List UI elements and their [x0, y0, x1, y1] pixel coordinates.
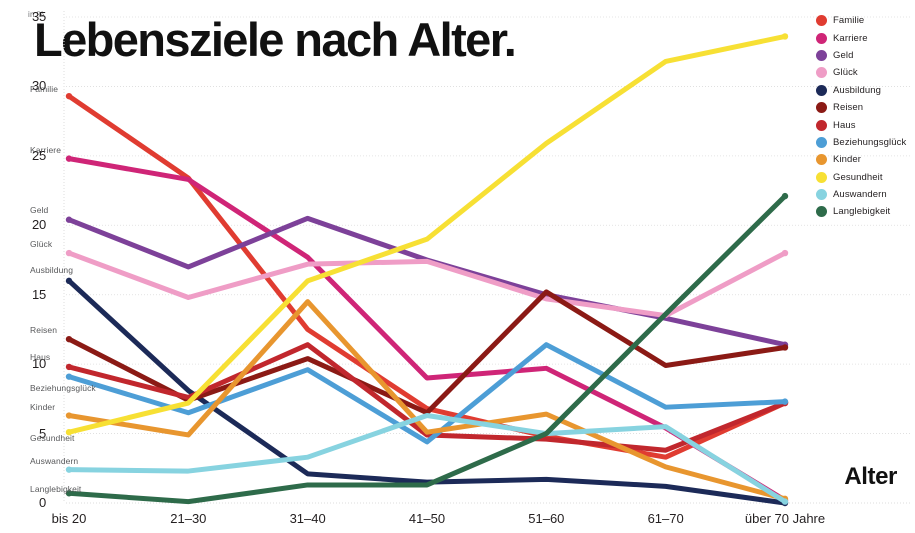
legend-item-label: Auswandern	[833, 189, 887, 201]
series-line	[66, 342, 788, 445]
legend-item[interactable]: Karriere	[816, 29, 915, 46]
series-endpoint-dot	[65, 428, 73, 436]
series-endpoint-dot	[65, 363, 73, 371]
legend-item-label: Kinder	[833, 154, 862, 166]
y-axis-tick: 20	[31, 217, 46, 233]
x-axis-tick: 61–70	[647, 511, 684, 526]
legend-item[interactable]: Langlebigkeit	[816, 203, 915, 220]
x-axis-tick: bis 20	[51, 511, 87, 526]
legend-item-label: Karriere	[833, 32, 868, 44]
series-layer	[65, 33, 789, 507]
series-endpoint-dot	[65, 92, 73, 100]
series-endpoint-dot	[65, 373, 73, 380]
legend-color-dot-icon	[816, 102, 827, 114]
series-endpoint-dot	[65, 412, 73, 419]
legend-color-dot-icon	[816, 189, 827, 201]
legend-item[interactable]: Beziehungsglück	[816, 134, 915, 151]
legend-item-label: Reisen	[833, 102, 864, 114]
series-label: Reisen	[30, 325, 58, 335]
legend-item-label: Langlebigkeit	[833, 206, 891, 218]
x-axis-tick: 31–40	[289, 511, 326, 526]
series-line	[66, 193, 788, 505]
legend-item-label: Familie	[833, 15, 865, 27]
legend-color-dot-icon	[816, 206, 827, 218]
series-endpoint-dot	[781, 249, 789, 257]
legend-item[interactable]: Gesundheit	[816, 169, 915, 186]
x-axis-title: Alter	[844, 463, 897, 490]
series-line	[66, 299, 788, 502]
series-label: Gesundheit	[30, 433, 75, 443]
series-endpoint-dot	[65, 466, 73, 473]
legend-item[interactable]: Geld	[816, 47, 915, 64]
legend-item-label: Glück	[833, 67, 858, 79]
series-line	[66, 93, 788, 460]
series-endpoint-dot	[65, 490, 73, 497]
chart-legend: Familie Karriere Geld Glück Ausbildung Reisen…	[816, 12, 915, 221]
series-label: Glück	[30, 239, 53, 249]
y-axis-tick: 5	[38, 425, 46, 441]
legend-item[interactable]: Ausbildung	[816, 82, 915, 99]
legend-item[interactable]: Glück	[816, 64, 915, 81]
legend-item[interactable]: Auswandern	[816, 186, 915, 203]
legend-color-dot-icon	[816, 32, 827, 44]
legend-item-label: Ausbildung	[833, 84, 882, 96]
page-title: Lebensziele nach Alter.	[34, 13, 517, 66]
y-axis-unit-label: in %	[28, 10, 45, 19]
x-axis-tick: 21–30	[170, 511, 207, 526]
legend-color-dot-icon	[816, 15, 827, 27]
x-axis-tick: 41–50	[408, 511, 446, 526]
legend-item-label: Haus	[833, 119, 856, 131]
axis-gridlines	[63, 11, 911, 504]
series-label: Haus	[30, 352, 51, 362]
legend-color-dot-icon	[816, 119, 827, 131]
series-endpoint-dot	[65, 249, 73, 257]
series-label: Karriere	[30, 145, 62, 155]
series-label: Langlebigkeit	[30, 484, 82, 494]
series-endpoint-dot	[65, 335, 73, 343]
series-endpoint-dot	[65, 216, 73, 223]
series-label: Familie	[30, 84, 59, 94]
series-endpoint-dot	[65, 277, 73, 285]
x-axis-tick: über 70 Jahre	[744, 511, 826, 526]
series-endpoint-dot	[781, 398, 789, 405]
series-line	[66, 278, 788, 506]
series-endpoint-dot	[781, 192, 789, 200]
legend-color-dot-icon	[816, 84, 827, 96]
series-endpoint-dot	[781, 344, 789, 351]
series-label: Geld	[30, 205, 49, 215]
legend-color-dot-icon	[816, 67, 827, 79]
legend-item[interactable]: Reisen	[816, 99, 915, 116]
series-line	[66, 33, 788, 435]
series-label: Kinder	[30, 402, 56, 412]
legend-item[interactable]: Haus	[816, 116, 915, 133]
legend-item[interactable]: Kinder	[816, 151, 915, 168]
series-label: Ausbildung	[30, 265, 74, 275]
y-axis-tick: 0	[38, 495, 46, 510]
legend-color-dot-icon	[816, 136, 827, 148]
series-line	[66, 156, 788, 503]
legend-item[interactable]: Familie	[816, 12, 915, 29]
x-axis-tick: 51–60	[528, 511, 565, 526]
series-label: Auswandern	[30, 456, 79, 466]
y-axis-tick: 25	[31, 147, 46, 163]
series-endpoint-dot	[65, 155, 73, 162]
series-label: Beziehungsglück	[30, 383, 96, 393]
legend-item-label: Beziehungsglück	[833, 136, 907, 148]
series-endpoint-dot	[781, 33, 789, 40]
y-axis-tick: 15	[31, 286, 46, 302]
legend-color-dot-icon	[816, 49, 827, 61]
series-line	[66, 413, 788, 505]
y-axis-tick: 10	[31, 356, 46, 372]
legend-color-dot-icon	[816, 171, 827, 183]
y-axis-tick: 35	[31, 9, 46, 24]
legend-item-label: Gesundheit	[833, 171, 883, 183]
series-endpoint-dot	[781, 498, 789, 505]
legend-item-label: Geld	[833, 49, 854, 61]
legend-color-dot-icon	[816, 154, 827, 166]
y-axis-tick: 30	[31, 78, 46, 94]
series-line	[66, 342, 788, 453]
